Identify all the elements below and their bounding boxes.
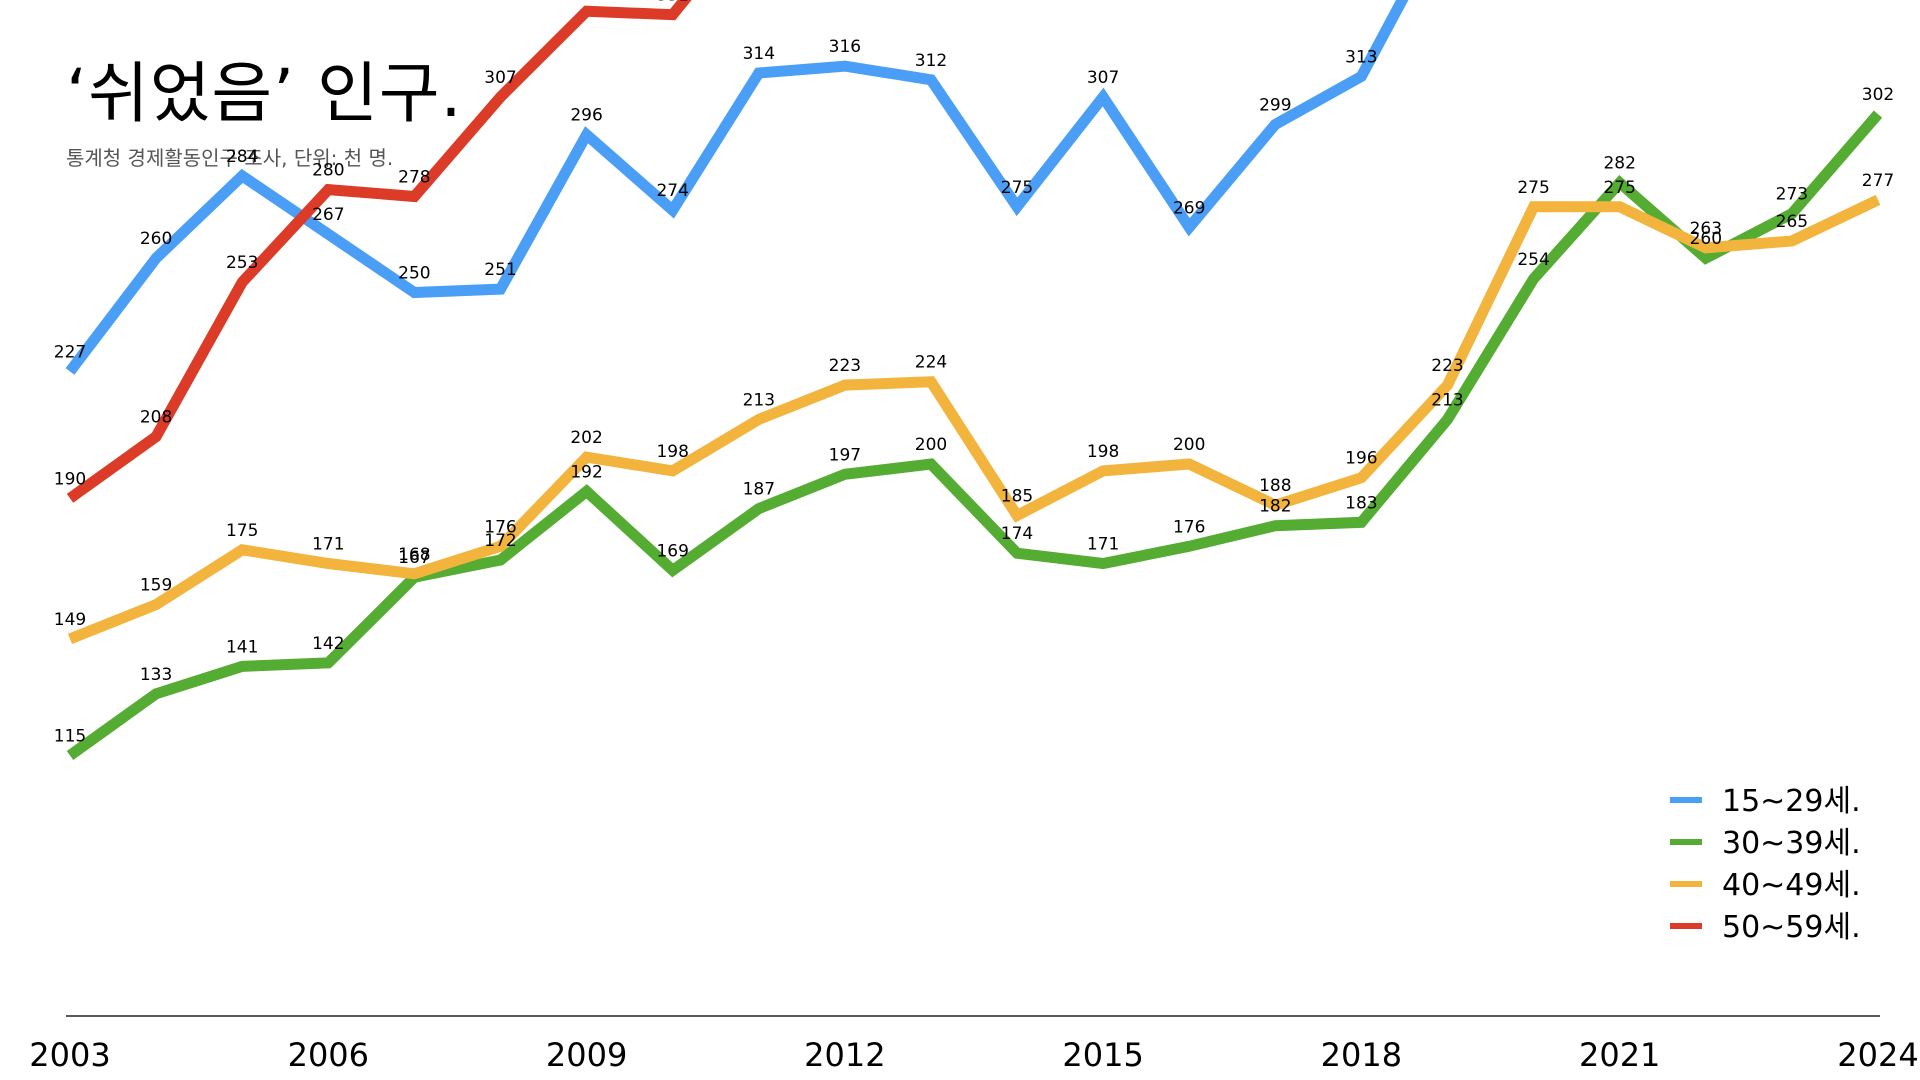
data-label: 267	[312, 205, 344, 225]
data-label: 282	[1603, 154, 1635, 174]
data-label: 224	[915, 353, 947, 373]
x-axis-ticks: 2003 2006 2009 2012 2015 2018 2021 2024	[29, 1036, 1918, 1074]
data-label: 274	[656, 181, 688, 201]
data-label: 200	[1173, 435, 1205, 455]
x-tick-label: 2015	[1062, 1036, 1143, 1074]
data-label: 263	[1690, 219, 1722, 239]
series-line-3	[66, 0, 692, 503]
data-label: 142	[312, 634, 344, 654]
chart-subtitle: 통계청 경제활동인구 조사, 단위: 천 명.	[66, 146, 394, 170]
data-label: 213	[1431, 390, 1463, 410]
data-label: 296	[570, 106, 602, 126]
data-label: 198	[1087, 442, 1119, 462]
data-label: 190	[54, 469, 86, 489]
data-label: 176	[484, 517, 516, 537]
data-label: 269	[1173, 198, 1205, 218]
x-tick-label: 2021	[1579, 1036, 1660, 1074]
x-tick-label: 2009	[546, 1036, 627, 1074]
data-label: 187	[743, 480, 775, 500]
legend-label: 30~39세.	[1722, 826, 1861, 861]
value-labels: 227 260 284 267 250 251 296 274 314 316 312 275 307 2…	[54, 0, 1894, 747]
data-label: 208	[140, 408, 172, 428]
data-label: 316	[829, 37, 861, 57]
data-label: 159	[140, 576, 172, 596]
data-label: 265	[1776, 212, 1808, 232]
data-label: 273	[1776, 185, 1808, 205]
data-label: 284	[226, 147, 258, 167]
legend: 15~29세. 30~39세. 40~49세. 50~59세.	[1670, 784, 1861, 945]
series-line-0	[65, 0, 1409, 375]
data-label: 260	[1690, 229, 1722, 249]
data-label: 280	[312, 161, 344, 181]
data-label: 331	[656, 0, 688, 6]
series-line-1	[66, 110, 1883, 760]
data-label: 332	[570, 0, 602, 2]
data-label: 183	[1345, 493, 1377, 513]
data-label: 185	[1001, 487, 1033, 507]
data-label: 197	[829, 445, 861, 465]
data-label: 307	[1087, 68, 1119, 88]
data-label: 175	[226, 521, 258, 541]
data-label: 172	[484, 531, 516, 551]
data-label: 223	[829, 356, 861, 376]
x-tick-label: 2012	[804, 1036, 885, 1074]
data-label: 196	[1345, 449, 1377, 469]
data-label: 174	[1001, 524, 1033, 544]
data-label: 254	[1517, 250, 1549, 270]
data-label: 299	[1259, 95, 1291, 115]
data-label: 302	[1862, 85, 1894, 105]
x-tick-label: 2018	[1321, 1036, 1402, 1074]
legend-label: 15~29세.	[1722, 784, 1861, 819]
data-label: 307	[484, 68, 516, 88]
data-label: 168	[398, 545, 430, 565]
data-label: 213	[743, 390, 775, 410]
series-layer	[65, 0, 1883, 760]
legend-label: 40~49세.	[1722, 868, 1861, 903]
data-label: 198	[656, 442, 688, 462]
data-label: 171	[1087, 535, 1119, 555]
data-label: 202	[570, 428, 602, 448]
data-label: 192	[570, 462, 602, 482]
series-line-2	[67, 194, 1881, 645]
data-label: 171	[312, 535, 344, 555]
data-label: 188	[1259, 476, 1291, 496]
data-label: 149	[54, 610, 86, 630]
data-label: 313	[1345, 47, 1377, 67]
data-label: 223	[1431, 356, 1463, 376]
data-label: 277	[1862, 171, 1894, 191]
data-label: 176	[1173, 517, 1205, 537]
x-tick-label: 2024	[1837, 1036, 1918, 1074]
data-label: 278	[398, 168, 430, 188]
data-label: 169	[656, 541, 688, 561]
data-label: 227	[54, 342, 86, 362]
data-label: 250	[398, 264, 430, 284]
data-label: 275	[1517, 178, 1549, 198]
legend-label: 50~59세.	[1722, 910, 1861, 945]
data-label: 275	[1001, 178, 1033, 198]
data-label: 260	[140, 229, 172, 249]
data-label: 133	[140, 665, 172, 685]
data-label: 251	[484, 260, 516, 280]
data-label: 167	[398, 548, 430, 568]
data-label: 141	[226, 637, 258, 657]
data-label: 312	[915, 51, 947, 71]
x-tick-label: 2006	[288, 1036, 369, 1074]
x-tick-label: 2003	[29, 1036, 110, 1074]
data-label: 200	[915, 435, 947, 455]
data-label: 182	[1259, 497, 1291, 517]
data-label: 275	[1603, 178, 1635, 198]
data-label: 115	[54, 727, 86, 747]
data-label: 314	[743, 44, 775, 64]
data-label: 253	[226, 253, 258, 273]
chart-title: ‘쉬었음’ 인구.	[66, 55, 463, 132]
